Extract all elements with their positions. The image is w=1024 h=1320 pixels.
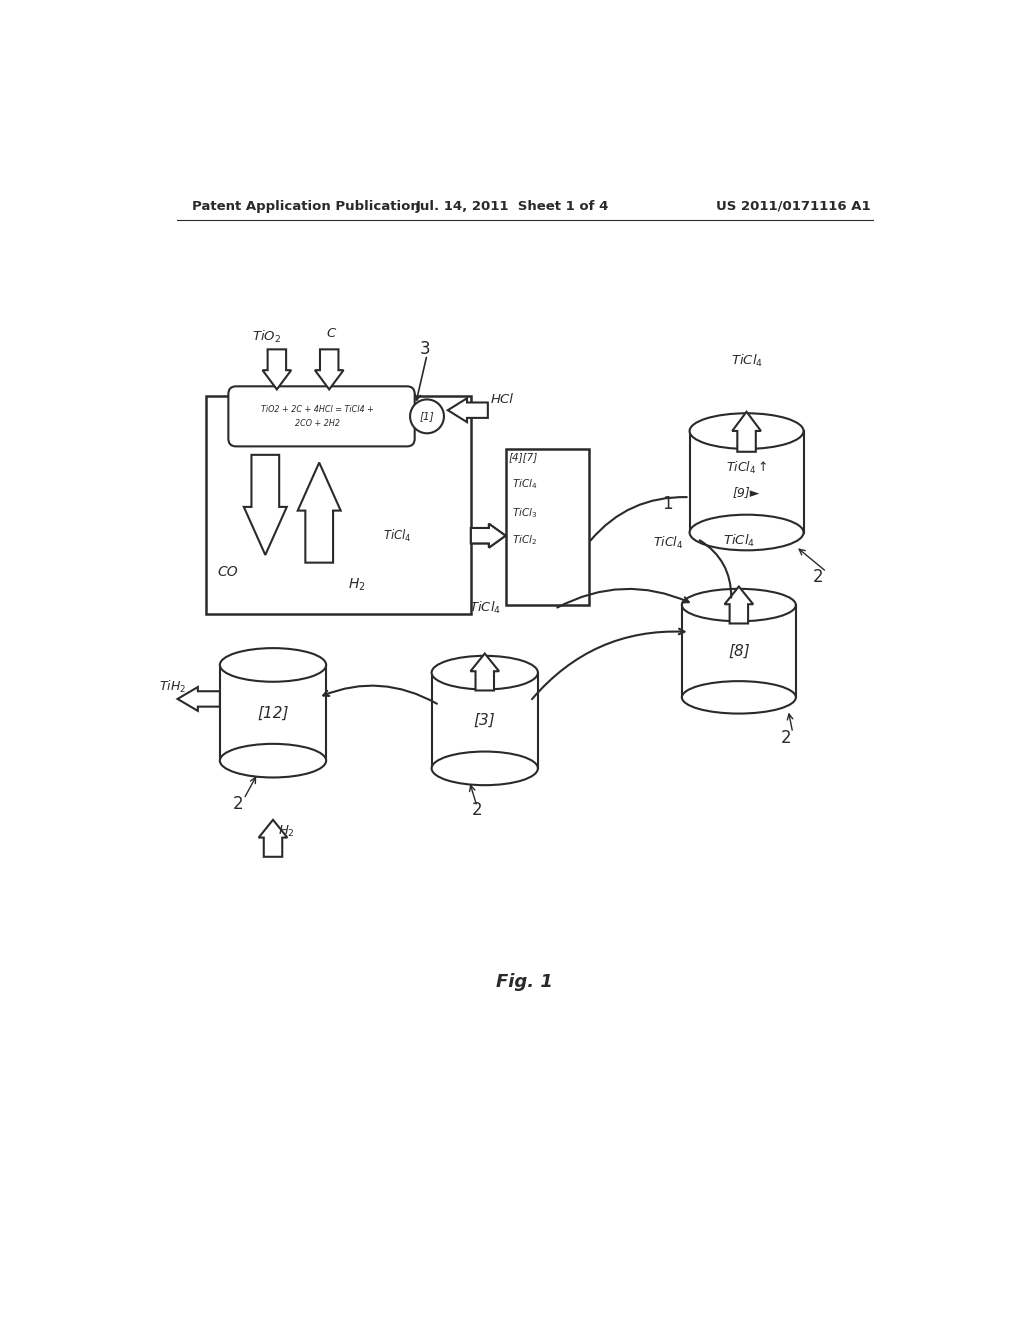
Text: $H_2$: $H_2$: [348, 577, 367, 593]
Polygon shape: [732, 412, 761, 451]
Text: Patent Application Publication: Patent Application Publication: [193, 199, 420, 213]
Bar: [220, 665, 326, 760]
Ellipse shape: [220, 648, 326, 681]
Polygon shape: [262, 350, 291, 389]
Text: $TiO_2$: $TiO_2$: [252, 329, 282, 345]
Text: Jul. 14, 2011  Sheet 1 of 4: Jul. 14, 2011 Sheet 1 of 4: [416, 199, 609, 213]
Polygon shape: [244, 455, 287, 554]
Text: $TiCl_3$: $TiCl_3$: [512, 506, 538, 520]
Circle shape: [410, 400, 444, 433]
Ellipse shape: [682, 589, 796, 622]
Bar: [689, 432, 804, 532]
Text: $TiCl_4$: $TiCl_4$: [512, 478, 538, 491]
Text: $TiCl_2$: $TiCl_2$: [512, 533, 537, 548]
Ellipse shape: [689, 413, 804, 449]
Text: [1]: [1]: [420, 412, 434, 421]
Text: 2: 2: [813, 569, 823, 586]
Text: CO: CO: [217, 565, 239, 579]
Text: $H_2$: $H_2$: [278, 824, 295, 840]
Ellipse shape: [432, 751, 538, 785]
Text: [8]: [8]: [728, 644, 750, 659]
Text: Fig. 1: Fig. 1: [497, 973, 553, 991]
Text: HCl: HCl: [490, 393, 514, 407]
Ellipse shape: [682, 681, 796, 714]
Text: 2CO + 2H2: 2CO + 2H2: [295, 418, 340, 428]
Text: $TiH_2$: $TiH_2$: [159, 678, 185, 694]
Polygon shape: [259, 820, 288, 857]
Text: $TiCl_4$: $TiCl_4$: [653, 536, 683, 552]
FancyBboxPatch shape: [228, 387, 415, 446]
Text: 2: 2: [233, 796, 244, 813]
Text: [3]: [3]: [474, 713, 496, 729]
Polygon shape: [298, 462, 341, 562]
Text: 2: 2: [472, 801, 482, 818]
Text: $TiCl_4$: $TiCl_4$: [723, 533, 755, 549]
Polygon shape: [471, 524, 506, 548]
Bar: [432, 673, 538, 768]
Polygon shape: [471, 524, 506, 548]
Ellipse shape: [689, 515, 804, 550]
Polygon shape: [725, 586, 754, 623]
Text: $TiCl_4$: $TiCl_4$: [730, 352, 763, 370]
Polygon shape: [470, 653, 499, 690]
Text: [9]►: [9]►: [733, 486, 760, 499]
Text: $TiCl_4\uparrow$: $TiCl_4\uparrow$: [726, 459, 767, 477]
Bar: [506, 449, 589, 605]
Text: C: C: [326, 327, 336, 341]
Text: TiO2 + 2C + 4HCl = TiCl4 +: TiO2 + 2C + 4HCl = TiCl4 +: [261, 405, 374, 414]
Text: [4][7]: [4][7]: [509, 453, 538, 462]
Polygon shape: [447, 399, 487, 422]
Text: 3: 3: [419, 341, 430, 358]
Polygon shape: [315, 350, 343, 389]
Text: 2: 2: [781, 729, 792, 747]
Text: US 2011/0171116 A1: US 2011/0171116 A1: [716, 199, 870, 213]
Text: $TiCl_4$: $TiCl_4$: [383, 528, 412, 544]
Polygon shape: [177, 686, 220, 711]
Ellipse shape: [220, 744, 326, 777]
Ellipse shape: [432, 656, 538, 689]
Text: 1: 1: [662, 495, 673, 513]
Bar: [682, 605, 796, 697]
Text: [12]: [12]: [257, 705, 289, 721]
Bar: [206, 396, 471, 614]
Text: $TiCl_4$: $TiCl_4$: [469, 601, 501, 616]
